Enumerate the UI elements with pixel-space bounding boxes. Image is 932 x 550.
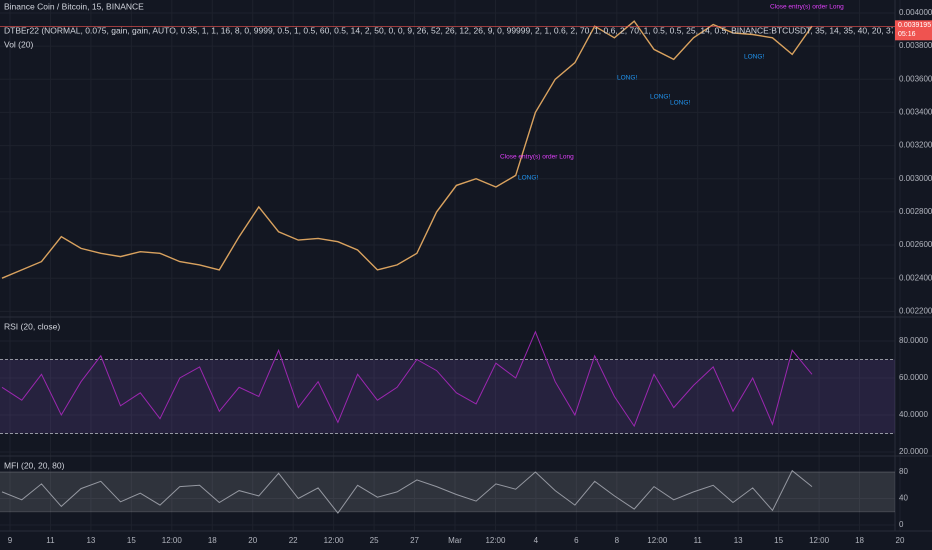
x-tick-label: 18 bbox=[208, 536, 217, 545]
x-tick-label: 12:00 bbox=[485, 536, 506, 545]
trade-label: LONG! bbox=[617, 75, 637, 82]
mfi-title: MFI (20, 20, 80) bbox=[4, 460, 65, 470]
symbol-title: Binance Coin / Bitcoin, 15, BINANCE bbox=[4, 1, 144, 11]
x-tick-label: 27 bbox=[410, 536, 419, 545]
y-tick-label: 80 bbox=[899, 467, 908, 476]
y-tick-label: 40 bbox=[899, 494, 908, 503]
x-tick-label: 20 bbox=[248, 536, 257, 545]
x-tick-label: 4 bbox=[534, 536, 539, 545]
mfi-line bbox=[1, 469, 813, 514]
x-tick-label: 6 bbox=[574, 536, 579, 545]
x-tick-label: 11 bbox=[46, 536, 55, 545]
rsi-line bbox=[1, 330, 813, 428]
trade-label: LONG! bbox=[670, 100, 690, 107]
y-tick-label: 80.0000 bbox=[899, 336, 928, 345]
x-tick-label: 13 bbox=[734, 536, 743, 545]
countdown-label: 05:16 bbox=[898, 31, 916, 38]
strategy-clip: DTBEr22 (NORMAL, 0.075, gain, gain, AUTO… bbox=[4, 25, 932, 35]
band-fill bbox=[0, 472, 895, 512]
x-tick-label: 12:00 bbox=[324, 536, 345, 545]
band-fill bbox=[0, 359, 895, 434]
x-tick-label: 13 bbox=[86, 536, 95, 545]
last-price-label: 0.0039195 bbox=[898, 22, 931, 29]
trade-label: LONG! bbox=[650, 94, 670, 101]
rsi-title: RSI (20, close) bbox=[4, 321, 60, 331]
x-tick-label: Mar bbox=[448, 536, 462, 545]
trade-label: LONG! bbox=[518, 175, 538, 182]
trade-label: LONG! bbox=[744, 54, 764, 61]
x-tick-label: 9 bbox=[8, 536, 13, 545]
x-tick-label: 25 bbox=[370, 536, 379, 545]
x-tick-label: 18 bbox=[855, 536, 864, 545]
x-tick-label: 20 bbox=[896, 536, 905, 545]
y-tick-label: 0 bbox=[899, 520, 904, 529]
strategy-params: DTBEr22 (NORMAL, 0.075, gain, gain, AUTO… bbox=[4, 25, 932, 35]
x-tick-label: 15 bbox=[774, 536, 783, 545]
trade-label: Close entry(s) order Long bbox=[500, 154, 574, 161]
last-price-tag bbox=[895, 20, 932, 41]
x-tick-label: 12:00 bbox=[647, 536, 668, 545]
x-tick-label: 22 bbox=[289, 536, 298, 545]
price-line bbox=[1, 20, 813, 279]
volume-title: Vol (20) bbox=[4, 39, 33, 49]
y-tick-label: 60.0000 bbox=[899, 373, 928, 382]
x-tick-label: 12:00 bbox=[809, 536, 830, 545]
x-tick-label: 11 bbox=[694, 536, 703, 545]
x-tick-label: 12:00 bbox=[162, 536, 183, 545]
y-tick-label: 20.0000 bbox=[899, 447, 928, 456]
y-tick-label: 40.0000 bbox=[899, 410, 928, 419]
trade-label: Close entry(s) order Long bbox=[770, 4, 844, 11]
x-tick-label: 8 bbox=[615, 536, 620, 545]
x-tick-label: 15 bbox=[127, 536, 136, 545]
